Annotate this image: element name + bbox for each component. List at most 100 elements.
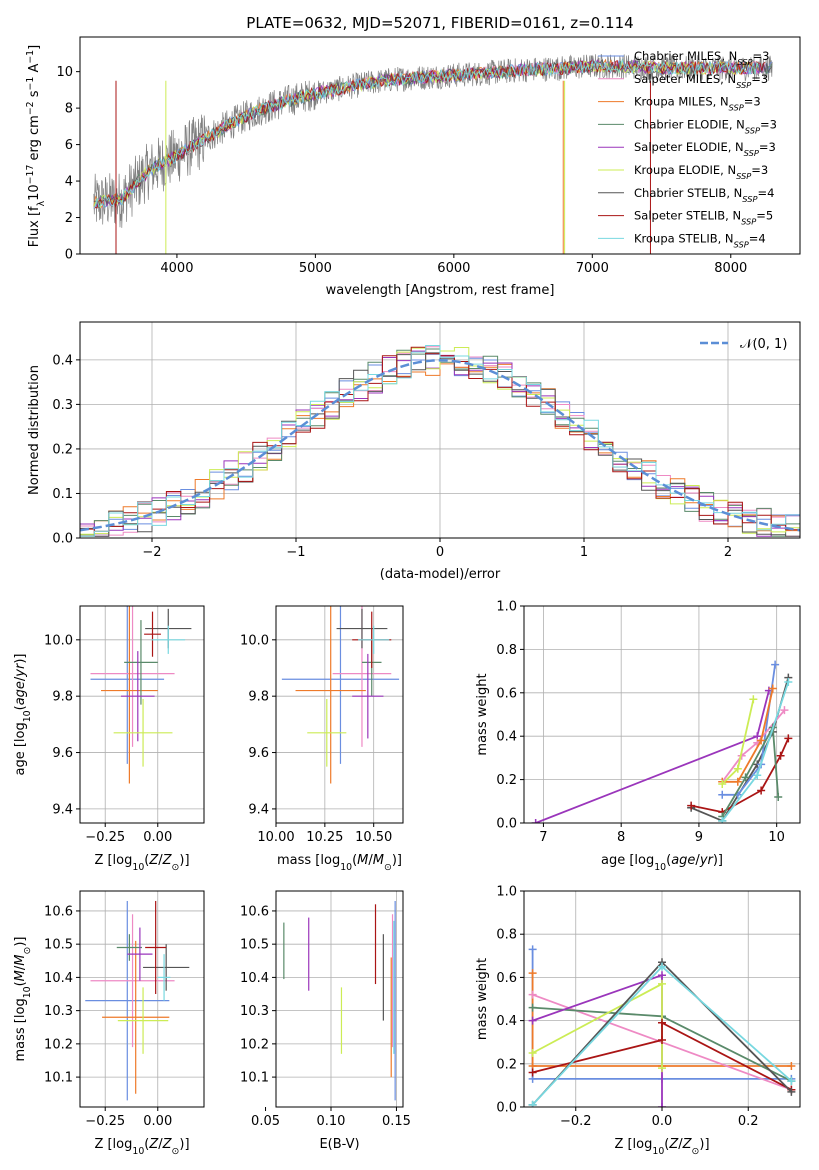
y-tick-label: 9.4 (52, 802, 73, 817)
y-tick-label: 9.4 (248, 802, 269, 817)
y-tick-label: 6 (65, 138, 73, 153)
weight-marker-chab_stelib (787, 1087, 796, 1096)
model-fit-salp_stelib (93, 60, 766, 210)
x-tick-label: 0.10 (317, 1114, 346, 1129)
y-tick-label: 0.4 (52, 353, 73, 368)
weight-line-salp_miles (721, 709, 786, 783)
weight-marker-salp_miles (528, 990, 537, 999)
x-tick-label: 0.15 (382, 1114, 411, 1129)
weight-marker-salp_stelib (658, 1018, 666, 1027)
age_vs_mass-axes: 10.00 10.25 10.50 9.4 9.6 9.8 10.0 mass [log10(… (240, 605, 404, 873)
weight-marker-salp_stelib (776, 751, 785, 760)
weight-marker-salp_stelib (687, 801, 696, 810)
y-tick-label: 9.8 (52, 690, 73, 705)
histogram-krou_miles (80, 363, 800, 537)
weight-marker-krou_elodie (718, 779, 727, 788)
y-tick-label: 0.0 (496, 1101, 517, 1116)
weight-line-krou_miles (722, 688, 774, 783)
weight-marker-krou_miles (787, 1061, 796, 1070)
x-tick-label: −0.2 (560, 1114, 592, 1129)
weight-marker-chab_elodie (528, 1003, 537, 1012)
weight-marker-krou_miles (733, 777, 742, 786)
x-tick-label: 1 (580, 545, 588, 560)
weight-marker-krou_elodie (658, 1064, 666, 1073)
y-tick-label: 0.4 (496, 730, 517, 745)
y-tick-label: 10.3 (240, 1004, 269, 1019)
axes-frame (523, 605, 801, 824)
y-tick-label: 0.0 (496, 817, 517, 832)
normal-curve (80, 359, 800, 532)
x-tick-label: 10.25 (306, 830, 343, 845)
axes-frame (79, 36, 801, 255)
y-tick-label: 9.6 (248, 746, 269, 761)
y-tick-label: 0.6 (496, 971, 517, 986)
weight-marker-salp_stelib (658, 1036, 666, 1045)
y-tick-label: 0.0 (52, 532, 73, 547)
x-tick-label: 0.00 (143, 830, 172, 845)
weight-marker-krou_miles (528, 969, 537, 978)
weight-marker-salp_miles (780, 706, 789, 715)
weight-marker-krou_stelib (528, 1100, 537, 1107)
weight-marker-krou_elodie (658, 979, 666, 988)
x-tick-label: −2 (142, 545, 161, 560)
x-tick-label: 9 (695, 830, 703, 845)
weight-marker-krou_miles (768, 684, 777, 693)
legend-entry: Salpeter MILES, NSSP=3 (634, 72, 768, 90)
x-tick-label: −1 (286, 545, 305, 560)
x-tick-label: 0.2 (738, 1114, 759, 1129)
weight-marker-krou_elodie (528, 1049, 537, 1057)
y-axis-label: age [log10(age/yr)] (13, 653, 33, 775)
weight-marker-salp_stelib (528, 1068, 537, 1077)
y-tick-label: 0.2 (496, 773, 517, 788)
weight-marker-krou_stelib (787, 1077, 796, 1086)
y-tick-label: 10.0 (240, 633, 269, 648)
y-tick-label: 10.1 (240, 1071, 269, 1086)
axes-frame (79, 605, 205, 824)
y-tick-label: 10.4 (44, 971, 73, 986)
y-tick-label: 9.6 (52, 746, 73, 761)
y-tick-label: 1.0 (496, 600, 517, 615)
y-tick-label: 10.5 (240, 938, 269, 953)
x-tick-label: 0 (436, 545, 444, 560)
y-tick-label: 0 (65, 248, 73, 263)
weight-marker-salp_elodie (528, 1016, 537, 1025)
age_vs_mass-plot-area (276, 606, 403, 823)
legend-entry: 𝒩(0, 1) (740, 337, 787, 352)
x-axis-label: Z [log10(Z/Z⊙)] (94, 853, 189, 873)
weight-line-chab_miles (722, 664, 776, 796)
x-axis-label: (data-model)/error (380, 567, 501, 582)
x-tick-label: 0.0 (652, 1114, 673, 1129)
y-tick-label: 10.5 (44, 938, 73, 953)
x-axis-label: Z [log10(Z/Z⊙)] (614, 1137, 709, 1157)
x-tick-label: −0.25 (85, 830, 125, 845)
legend-entry: Salpeter STELIB, NSSP=5 (634, 209, 773, 227)
axes-frame (79, 321, 801, 539)
x-tick-label: 10.00 (257, 830, 294, 845)
y-tick-label: 10.4 (240, 971, 269, 986)
weights_vs_age-plot-area (524, 606, 800, 823)
y-tick-label: 10 (56, 65, 73, 80)
legend-entry: Chabrier MILES, NSSP=3 (634, 49, 769, 67)
y-tick-label: 9.8 (248, 690, 269, 705)
y-tick-label: 10.6 (240, 904, 269, 919)
x-tick-label: 7000 (576, 261, 609, 276)
y-tick-label: 8 (65, 102, 73, 117)
y-axis-label: mass weight (475, 958, 490, 1040)
y-tick-label: 2 (65, 211, 73, 226)
x-tick-label: 8 (617, 830, 625, 845)
weight-marker-krou_elodie (733, 764, 742, 773)
y-tick-label: 0.4 (496, 1014, 517, 1029)
weight-marker-krou_stelib (753, 771, 762, 780)
y-axis-label: Normed distribution (27, 365, 42, 495)
spectrum-axes: 4000 5000 6000 7000 8000 0 2 4 6 8 10 PLATE=0632, M… (25, 14, 801, 298)
mass_vs_Z-axes: −0.25 0.00 10.1 10.2 10.3 10.4 10.5 10.6 Z [log1… (13, 890, 205, 1157)
weight-line-chab_elodie (721, 724, 780, 817)
weight-marker-krou_stelib (658, 962, 666, 971)
y-tick-label: 4 (65, 175, 73, 190)
legend-entry: Kroupa MILES, NSSP=3 (634, 95, 761, 113)
y-axis-label: mass weight (475, 673, 490, 755)
weight-marker-salp_elodie (531, 819, 540, 823)
x-tick-label: 0.00 (143, 1114, 172, 1129)
mass_vs_Z-plot-area (80, 891, 204, 1107)
weight-marker-chab_miles (718, 790, 727, 799)
